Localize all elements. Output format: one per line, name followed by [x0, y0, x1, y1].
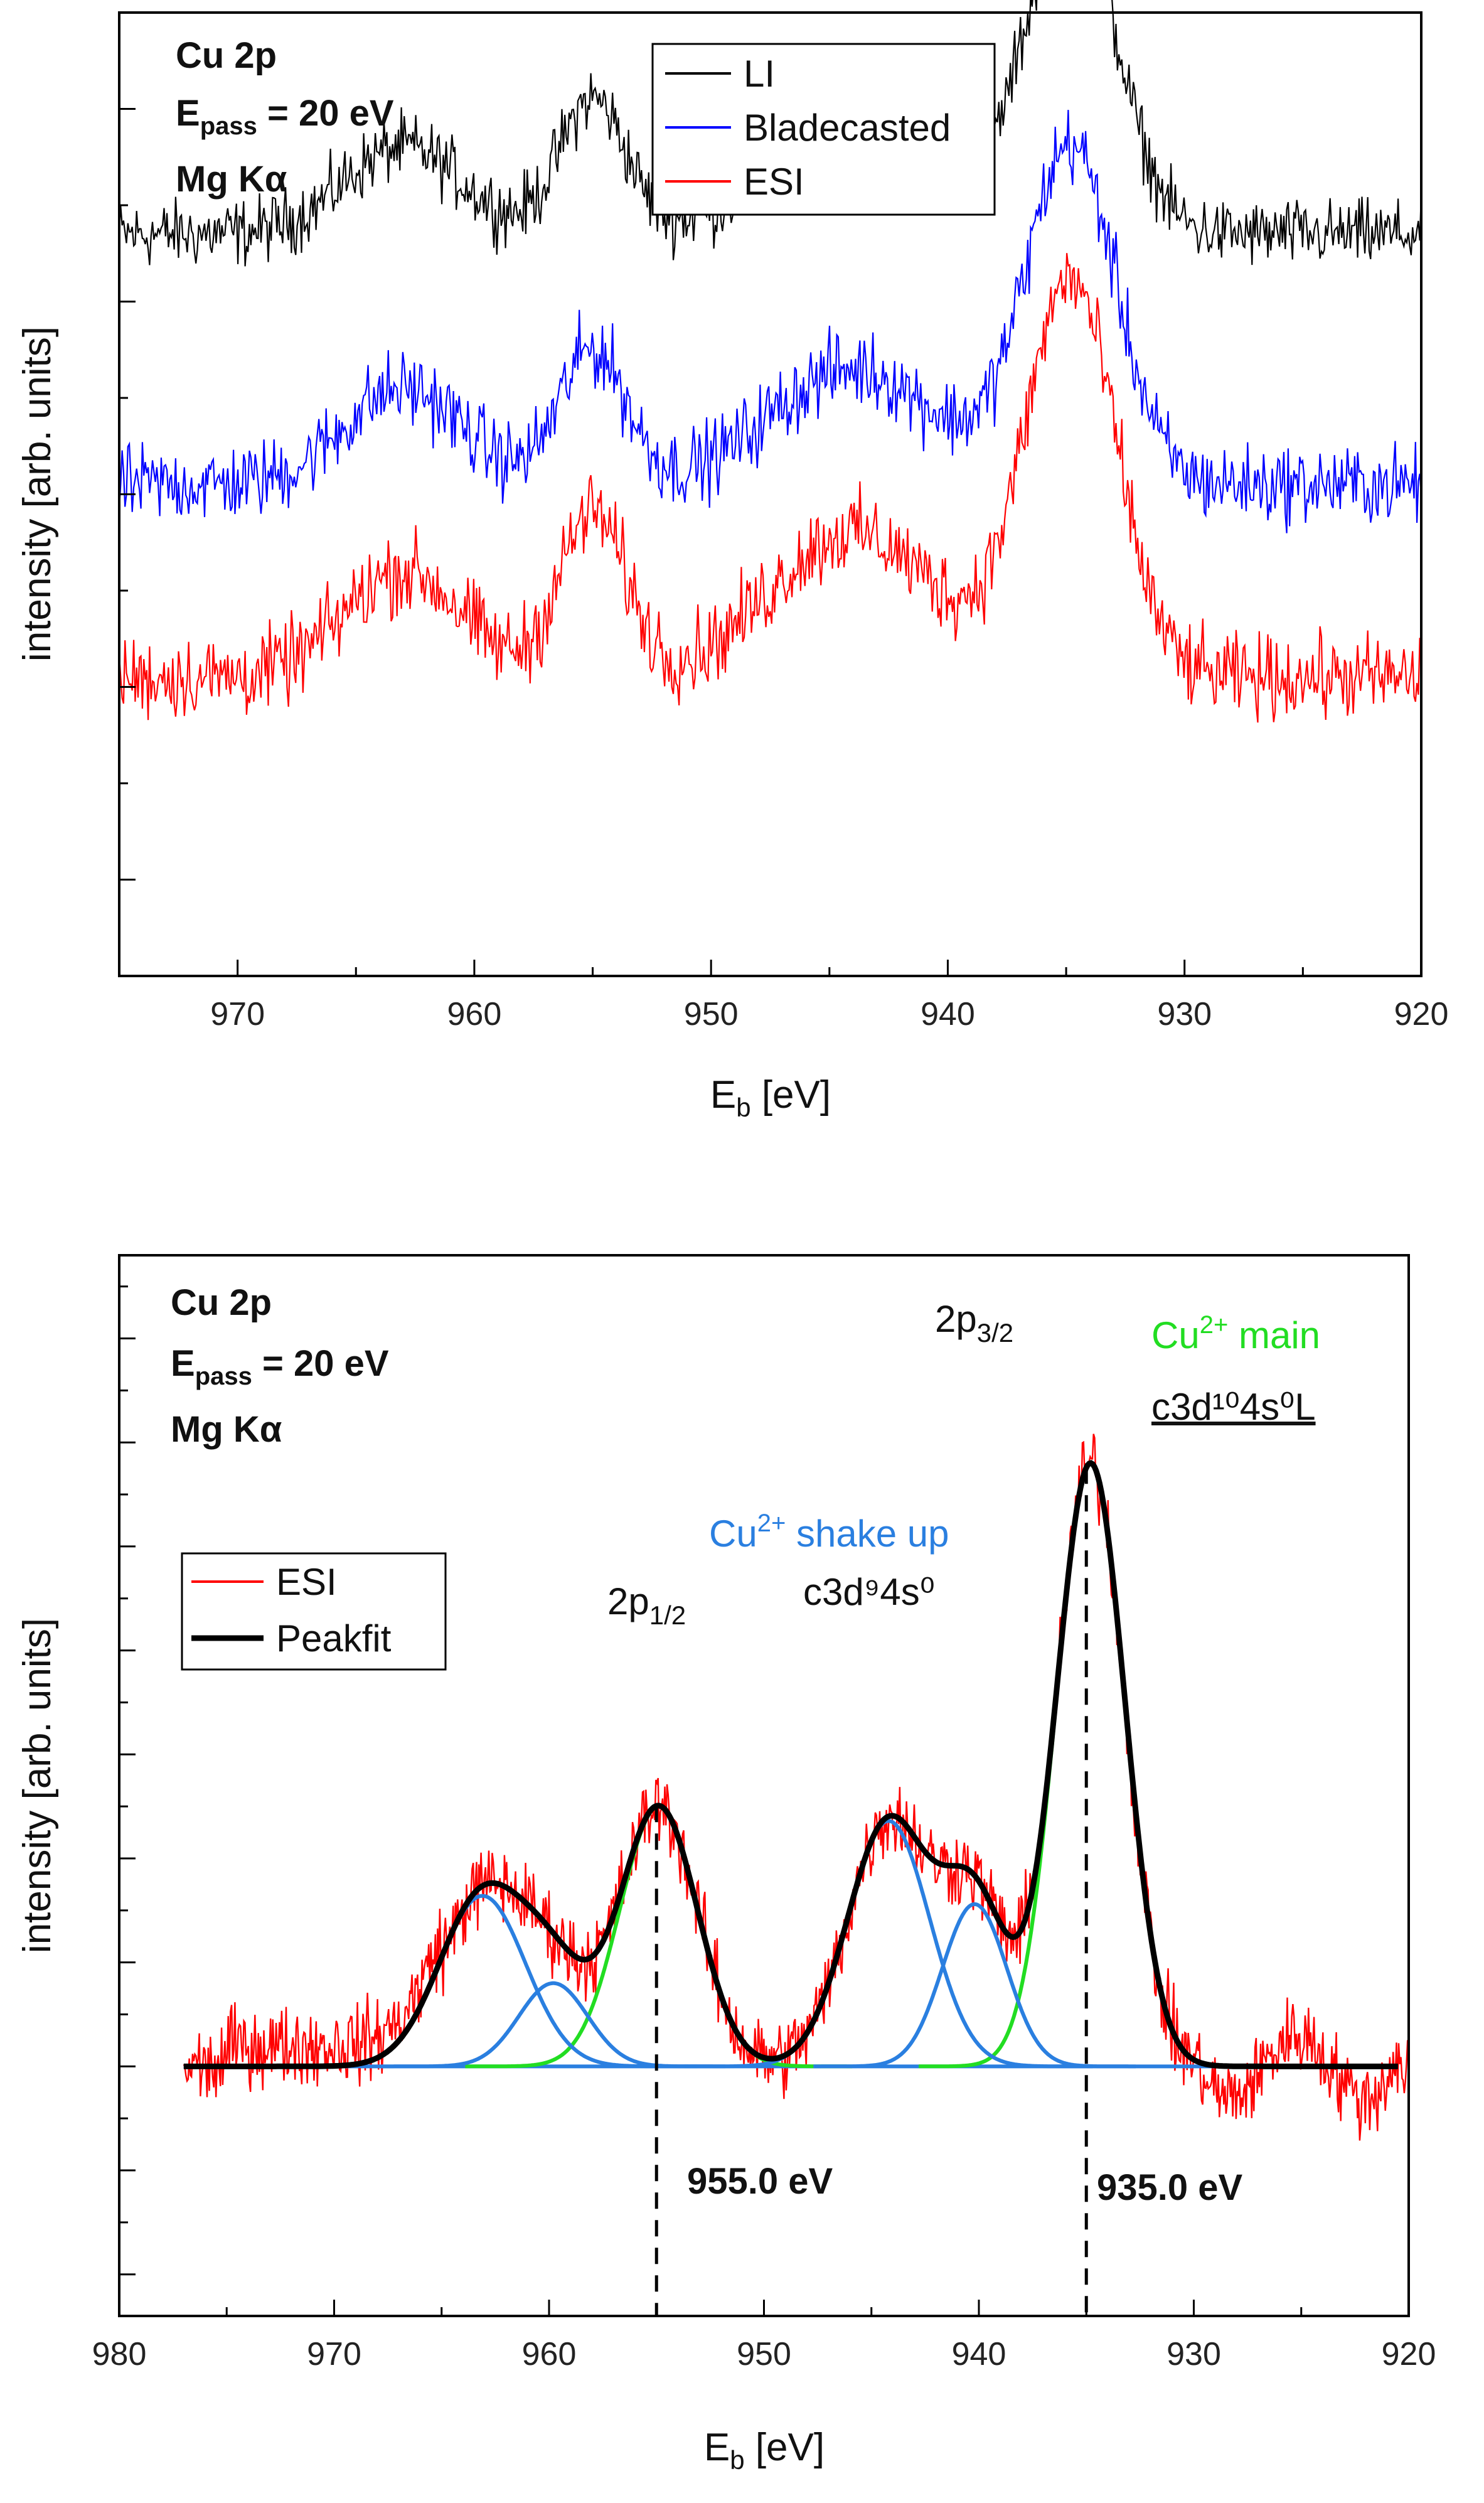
bottom-fit-component	[813, 1902, 1136, 2069]
bottom-annotations: 2p3/2 Cu2+ main c3d¹⁰4s⁰L Cu2+ shake up …	[607, 1298, 1320, 2208]
annotation-955eV: 955.0 eV	[687, 2161, 833, 2202]
top-x-tick-label: 930	[1157, 996, 1212, 1032]
bottom-x-ticks: 980 970 960 950 940 930 920	[92, 2300, 1436, 2372]
bottom-info-text: Cu 2p Epass = 20 eV Mg Kα	[171, 1282, 389, 1450]
bottom-y-ticks	[119, 1285, 136, 2276]
top-info-text: Cu 2p Epass = 20 eV Mg Kα	[176, 35, 394, 200]
top-legend: LI Bladecasted ESI	[651, 43, 996, 216]
annotation-2p32: 2p3/2	[935, 1298, 1013, 1348]
bottom-legend-label-peakfit: Peakfit	[276, 1617, 392, 1659]
top-x-tick-label: 970	[210, 996, 265, 1032]
bottom-x-tick-label: 930	[1166, 2336, 1221, 2372]
bottom-fit-component	[684, 1819, 1093, 2069]
top-x-tick-label: 960	[447, 996, 502, 1032]
top-x-ticks: 970 960 950 940 930 920	[118, 960, 1449, 1032]
annotation-config-shake: c3d⁹4s⁰	[803, 1571, 935, 1613]
annotation-cu-shake-up: Cu2+ shake up	[709, 1509, 949, 1555]
annotation-2p12: 2p1/2	[607, 1580, 686, 1630]
bottom-chart: 980 970 960 950 940 930 920 Eb [eV] intensity …	[16, 1254, 1436, 2475]
bottom-y-axis-title: intensity [arb. units]	[16, 1618, 59, 1953]
bottom-x-tick-label: 950	[737, 2336, 791, 2372]
top-x-tick-label: 940	[921, 996, 975, 1032]
top-series-line-bladecasted	[118, 110, 1423, 533]
top-y-ticks	[119, 108, 136, 881]
top-info-line-1: Cu 2p	[176, 35, 277, 76]
top-info-line-3: Mg Kα	[176, 159, 287, 200]
bottom-fit-component	[919, 1461, 1263, 2069]
annotation-cu-main: Cu2+ main	[1151, 1311, 1320, 1356]
top-x-axis-title: Eb [eV]	[710, 1073, 831, 1122]
top-x-tick-label: 950	[684, 996, 739, 1032]
top-legend-label-esi: ESI	[744, 161, 804, 203]
bottom-series-line-peakfit	[183, 1460, 1398, 2069]
bottom-x-tick-label: 940	[952, 2336, 1006, 2372]
top-chart: 970 960 950 940 930 920 Eb [eV] intensity [ar…	[16, 0, 1448, 1122]
bottom-info-line-3: Mg Kα	[171, 1409, 282, 1450]
top-legend-label-li: LI	[744, 53, 775, 95]
bottom-series-line-esi	[183, 1434, 1410, 2141]
annotation-935eV: 935.0 eV	[1097, 2167, 1243, 2208]
bottom-info-line-2: Epass = 20 eV	[171, 1343, 389, 1390]
bottom-info-line-1: Cu 2p	[171, 1282, 272, 1323]
bottom-legend-label-esi: ESI	[276, 1561, 337, 1603]
bottom-x-tick-label: 980	[92, 2336, 147, 2372]
bottom-fit-component	[267, 1894, 698, 2069]
bottom-fit-component	[381, 1981, 725, 2069]
bottom-legend-box	[181, 1552, 447, 1671]
bottom-legend: ESI Peakfit	[181, 1552, 447, 1671]
bottom-x-axis-title: Eb [eV]	[704, 2426, 825, 2475]
top-series-line-esi	[118, 253, 1423, 723]
top-info-line-2: Epass = 20 eV	[176, 93, 394, 140]
bottom-x-tick-label: 920	[1382, 2336, 1436, 2372]
bottom-series-group	[183, 1434, 1410, 2316]
annotation-config-main: c3d¹⁰4s⁰L	[1151, 1386, 1316, 1428]
top-y-axis-title: intensity [arb. units]	[16, 326, 59, 662]
bottom-x-tick-label: 960	[522, 2336, 577, 2372]
top-x-tick-label: 920	[1394, 996, 1449, 1032]
bottom-x-tick-label: 970	[307, 2336, 361, 2372]
top-legend-label-bladecasted: Bladecasted	[744, 107, 951, 149]
